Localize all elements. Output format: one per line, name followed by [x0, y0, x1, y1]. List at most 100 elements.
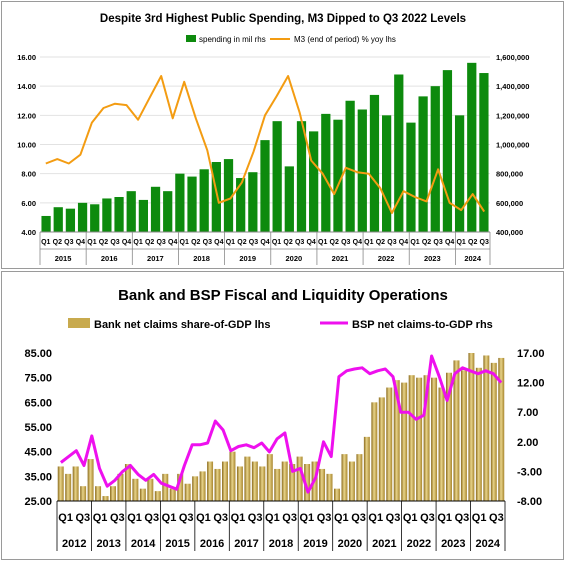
- x-tick-label: Q4: [76, 239, 85, 246]
- bar: [333, 119, 343, 232]
- bar: [223, 159, 234, 232]
- bar: [139, 488, 146, 501]
- x-tick-label: Q1: [318, 239, 327, 246]
- x-year-label: 2019: [239, 254, 256, 263]
- legend-label-bsp: BSP net claims-to-GDP rhs: [352, 319, 493, 331]
- x-tick-label: Q1: [300, 512, 315, 524]
- y-right-tick-label: 1,400,000: [496, 82, 529, 91]
- y-left-tick-label: 55.00: [24, 422, 52, 434]
- x-tick-label: Q3: [64, 239, 73, 246]
- bar: [348, 461, 355, 501]
- bar: [468, 353, 475, 501]
- bar: [408, 375, 415, 501]
- x-tick-label: Q4: [399, 239, 408, 246]
- x-tick-label: Q2: [468, 239, 477, 246]
- bar: [150, 186, 161, 232]
- x-tick-label: Q1: [364, 239, 373, 246]
- chart-title: Bank and BSP Fiscal and Liquidity Operat…: [118, 287, 448, 304]
- bar: [259, 466, 266, 501]
- x-tick-label: Q3: [203, 239, 212, 246]
- bar: [162, 473, 169, 501]
- bar: [431, 377, 438, 501]
- bar: [187, 176, 197, 232]
- bar: [483, 355, 490, 501]
- bar: [222, 461, 228, 501]
- bar: [394, 74, 404, 232]
- x-year-label: 2020: [286, 254, 303, 263]
- bar: [490, 362, 497, 501]
- bar: [163, 191, 173, 232]
- x-tick-label: Q1: [334, 512, 349, 524]
- bar: [296, 121, 307, 232]
- bar: [65, 208, 76, 232]
- bar: [65, 473, 72, 501]
- x-year-label: 2019: [303, 538, 327, 550]
- bar: [453, 360, 460, 501]
- y-right-tick-label: 400,000: [496, 228, 523, 237]
- bar: [357, 109, 367, 232]
- x-tick-label: Q3: [433, 239, 442, 246]
- x-tick-label: Q3: [179, 512, 194, 524]
- y-left-tick-label: 35.00: [24, 471, 52, 483]
- bar: [430, 86, 440, 233]
- chart-title: Despite 3rd Highest Public Spending, M3 …: [100, 13, 466, 25]
- x-tick-label: Q1: [93, 512, 108, 524]
- y-left-tick-label: 12.00: [17, 111, 36, 120]
- bar: [406, 122, 416, 232]
- y-right-tick-label: 12.00: [517, 378, 545, 390]
- legend-label-m3: M3 (end of period) % yoy lhs: [294, 35, 396, 44]
- bar: [304, 464, 311, 501]
- series-line: [59, 354, 503, 494]
- x-tick-label: Q3: [249, 239, 258, 246]
- bar: [117, 473, 124, 501]
- x-tick-label: Q2: [422, 239, 431, 246]
- x-tick-label: Q1: [41, 239, 50, 246]
- top-chart-panel: Despite 3rd Highest Public Spending, M3 …: [1, 1, 564, 269]
- bottom-chart: Bank and BSP Fiscal and Liquidity Operat…: [24, 287, 545, 551]
- y-left-tick-label: 16.00: [17, 53, 36, 62]
- x-year-label: 2024: [464, 254, 482, 263]
- x-tick-label: Q4: [445, 239, 454, 246]
- x-year-label: 2023: [441, 538, 465, 550]
- x-tick-label: Q2: [376, 239, 385, 246]
- bar: [138, 199, 148, 232]
- legend-label-bank: Bank net claims share-of-GDP lhs: [94, 319, 270, 331]
- bar: [416, 377, 423, 501]
- bar: [251, 461, 258, 501]
- x-year-label: 2020: [338, 538, 362, 550]
- x-tick-label: Q2: [145, 239, 154, 246]
- x-tick-label: Q3: [351, 512, 366, 524]
- x-tick-label: Q1: [58, 512, 73, 524]
- y-right-tick-label: -8.00: [517, 496, 542, 508]
- bar: [393, 380, 400, 501]
- y-left-tick-label: 8.00: [21, 170, 36, 179]
- bar: [184, 483, 191, 501]
- x-tick-label: Q4: [168, 239, 177, 246]
- x-tick-label: Q3: [420, 512, 435, 524]
- bar: [475, 367, 482, 501]
- x-tick-label: Q3: [213, 512, 228, 524]
- bar: [296, 456, 303, 501]
- bar: [378, 397, 385, 501]
- bar: [41, 215, 51, 232]
- bar: [438, 387, 445, 501]
- y-left-tick-label: 14.00: [17, 82, 36, 91]
- bar: [260, 140, 270, 232]
- bar: [321, 113, 331, 232]
- bar: [289, 464, 296, 501]
- x-tick-label: Q3: [295, 239, 304, 246]
- bar: [199, 471, 206, 501]
- bar: [345, 100, 355, 232]
- x-year-label: 2013: [96, 538, 120, 550]
- x-tick-label: Q3: [455, 512, 470, 524]
- bar: [53, 207, 63, 232]
- bar: [281, 461, 288, 501]
- bar: [169, 488, 176, 501]
- x-tick-label: Q4: [260, 239, 269, 246]
- x-tick-label: Q1: [437, 512, 452, 524]
- x-tick-label: Q4: [214, 239, 223, 246]
- bar: [284, 166, 294, 232]
- legend-swatch-bank: [68, 318, 90, 328]
- x-year-label: 2023: [424, 254, 441, 263]
- bar: [80, 486, 87, 501]
